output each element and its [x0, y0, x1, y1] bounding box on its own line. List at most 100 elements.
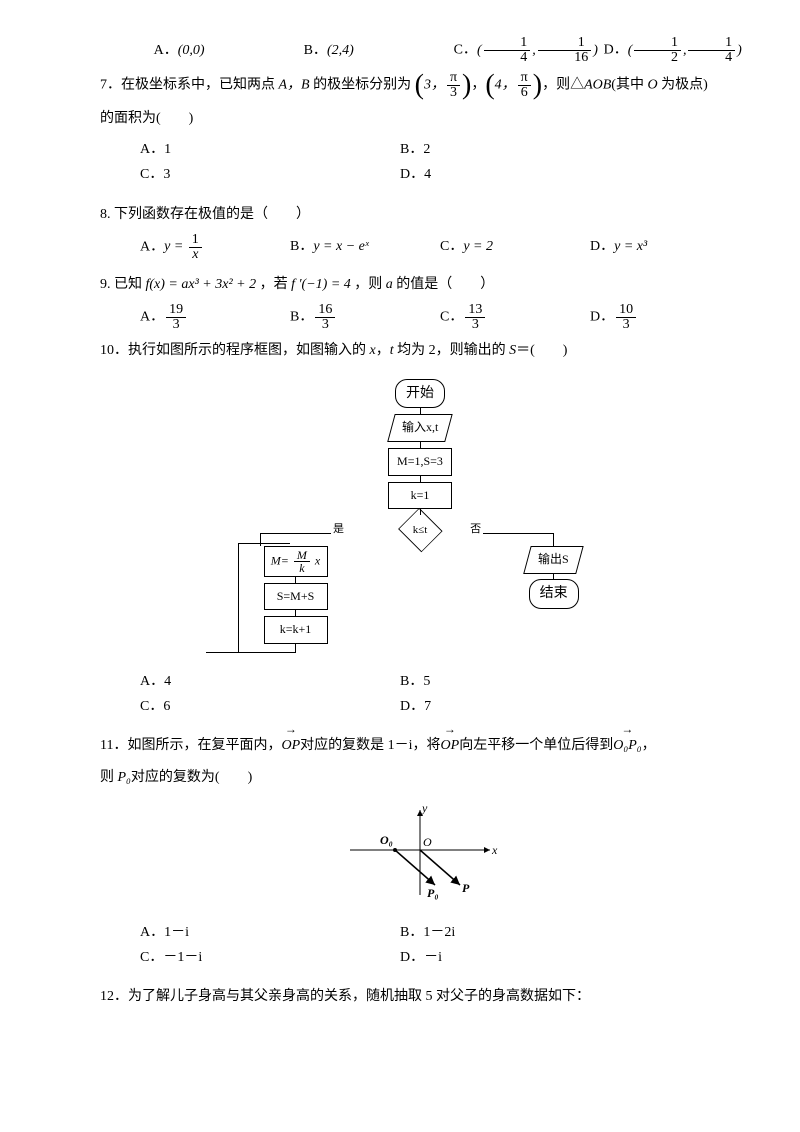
- fc-kk: k=k+1: [264, 616, 328, 644]
- f: 6: [518, 86, 531, 100]
- flowchart: 开始 输入x,t M=1,S=3 k=1 k≤t 是: [290, 379, 550, 653]
- q8-D: D．y = x³: [590, 234, 740, 259]
- q9-C: C．133: [440, 303, 590, 332]
- t: y = 2: [463, 239, 493, 254]
- fc-cond: k≤t: [397, 515, 444, 545]
- y-label: y: [421, 801, 428, 815]
- q7-B: B．2: [400, 137, 660, 162]
- f: 1: [634, 36, 681, 51]
- t: M=: [271, 553, 292, 567]
- q10-A: A．4: [140, 669, 400, 694]
- f: 1: [189, 233, 202, 248]
- f: 4: [484, 51, 531, 65]
- q7-stem: 7．在极坐标系中，已知两点 A，B 的极坐标分别为 (3，π3)，(4，π6)，…: [100, 71, 740, 100]
- f: 1: [688, 36, 735, 51]
- t: 11．如图所示，在复平面内，: [100, 738, 281, 753]
- f: 3: [166, 318, 186, 332]
- q8-C: C．y = 2: [440, 234, 590, 259]
- opt-B: B．(2,4): [270, 38, 420, 63]
- q9-B: B．163: [290, 303, 440, 332]
- q7-options: A．1 B．2 C．3 D．4: [100, 137, 740, 187]
- f: 4: [688, 51, 735, 65]
- f: 3: [616, 318, 636, 332]
- O-label: O: [423, 835, 432, 849]
- q8-A: A．y = 1x: [140, 233, 290, 262]
- q10-C: C．6: [140, 694, 400, 719]
- t: (其中: [611, 78, 647, 93]
- t: y =: [164, 239, 187, 254]
- flowchart-container: 开始 输入x,t M=1,S=3 k=1 k≤t 是: [100, 369, 740, 663]
- t: ，则: [351, 277, 386, 292]
- t: 均为 2，则输出的: [394, 343, 510, 358]
- t: A．: [140, 239, 164, 254]
- t: P₀: [118, 770, 131, 785]
- f: 16: [315, 303, 335, 318]
- t: f ′(−1) = 4: [291, 277, 351, 292]
- page: A．(0,0) B．(2,4) C．(14,116) D．(12,14) 7．在…: [0, 0, 800, 1132]
- t: ，若: [256, 277, 291, 292]
- t: 10．执行如图所示的程序框图，如图输入的: [100, 343, 370, 358]
- q8-B: B．y = x − eˣ: [290, 234, 440, 259]
- opt-A-val: (0,0): [178, 43, 205, 58]
- t: 对应的复数为( ): [131, 770, 252, 785]
- opt-C-lp: (: [477, 43, 482, 58]
- t: f(x) = ax³ + 3x² + 2: [146, 277, 257, 292]
- f: 1: [484, 36, 531, 51]
- t: A．: [140, 310, 164, 325]
- fc-init: M=1,S=3: [388, 448, 452, 476]
- opt-B-val: (2,4): [327, 43, 354, 58]
- q7-C: C．3: [140, 162, 400, 187]
- t: D．: [590, 239, 614, 254]
- vec-OP: OP: [281, 733, 300, 758]
- f: π: [447, 71, 460, 86]
- q9-D: D．103: [590, 303, 740, 332]
- t: a: [386, 277, 393, 292]
- f: 13: [465, 303, 485, 318]
- f: 2: [634, 51, 681, 65]
- P0-label: P₀: [427, 886, 439, 900]
- f: M: [294, 549, 310, 562]
- t: ，则△: [542, 78, 584, 93]
- q11-B: B．1－2i: [400, 920, 660, 945]
- t: ，: [642, 738, 656, 753]
- t: 7．在极坐标系中，已知两点: [100, 78, 279, 93]
- x-label: x: [491, 843, 498, 857]
- fc-k1: k=1: [388, 482, 452, 510]
- t: 3，: [424, 78, 445, 93]
- t: A，B: [279, 78, 310, 93]
- O0-label: O₀: [380, 833, 393, 847]
- t: C．: [440, 239, 463, 254]
- fc-no-branch: 否 输出S 结束: [527, 533, 580, 609]
- t: D．: [590, 310, 614, 325]
- q8-options: A．y = 1x B．y = x − eˣ C．y = 2 D．y = x³: [100, 233, 740, 262]
- opt-D-rp: ): [737, 43, 742, 58]
- f: 19: [166, 303, 186, 318]
- f: k: [294, 562, 310, 574]
- q9-options: A．193 B．163 C．133 D．103: [100, 303, 740, 332]
- q10-B: B．5: [400, 669, 660, 694]
- t: 向左平移一个单位后得到: [459, 738, 613, 753]
- t: 的极坐标分别为: [310, 78, 412, 93]
- q10-options: A．4 B．5 C．6 D．7: [100, 669, 740, 719]
- t: C．: [440, 310, 463, 325]
- t: B．: [290, 310, 313, 325]
- t: 9. 已知: [100, 277, 146, 292]
- f: 3: [447, 86, 460, 100]
- t: 输出S: [538, 549, 569, 571]
- q12-stem: 12．为了解儿子身高与其父亲身高的关系，随机抽取 5 对父子的身高数据如下：: [100, 984, 740, 1009]
- opt-A: A．(0,0): [120, 38, 270, 63]
- q11-stem: 11．如图所示，在复平面内，OP对应的复数是 1－i，将OP向左平移一个单位后得…: [100, 733, 740, 758]
- q10-D: D．7: [400, 694, 660, 719]
- q11-options: A．1－i B．1－2i C．－1－i D．－i: [100, 920, 740, 970]
- q10-stem: 10．执行如图所示的程序框图，如图输入的 x，t 均为 2，则输出的 S＝( ): [100, 338, 740, 363]
- q7-A: A．1: [140, 137, 400, 162]
- t: B．: [290, 239, 313, 254]
- q11-figure: y x O O₀ P₀ P: [100, 800, 740, 910]
- t: ，: [471, 78, 485, 93]
- t: ，: [376, 343, 390, 358]
- fc-S: S=M+S: [264, 583, 328, 611]
- q7-D: D．4: [400, 162, 660, 187]
- q11-C: C．－1－i: [140, 945, 400, 970]
- pre-question-options: A．(0,0) B．(2,4) C．(14,116) D．(12,14): [120, 36, 740, 65]
- coord-plane-icon: y x O O₀ P₀ P: [330, 800, 510, 910]
